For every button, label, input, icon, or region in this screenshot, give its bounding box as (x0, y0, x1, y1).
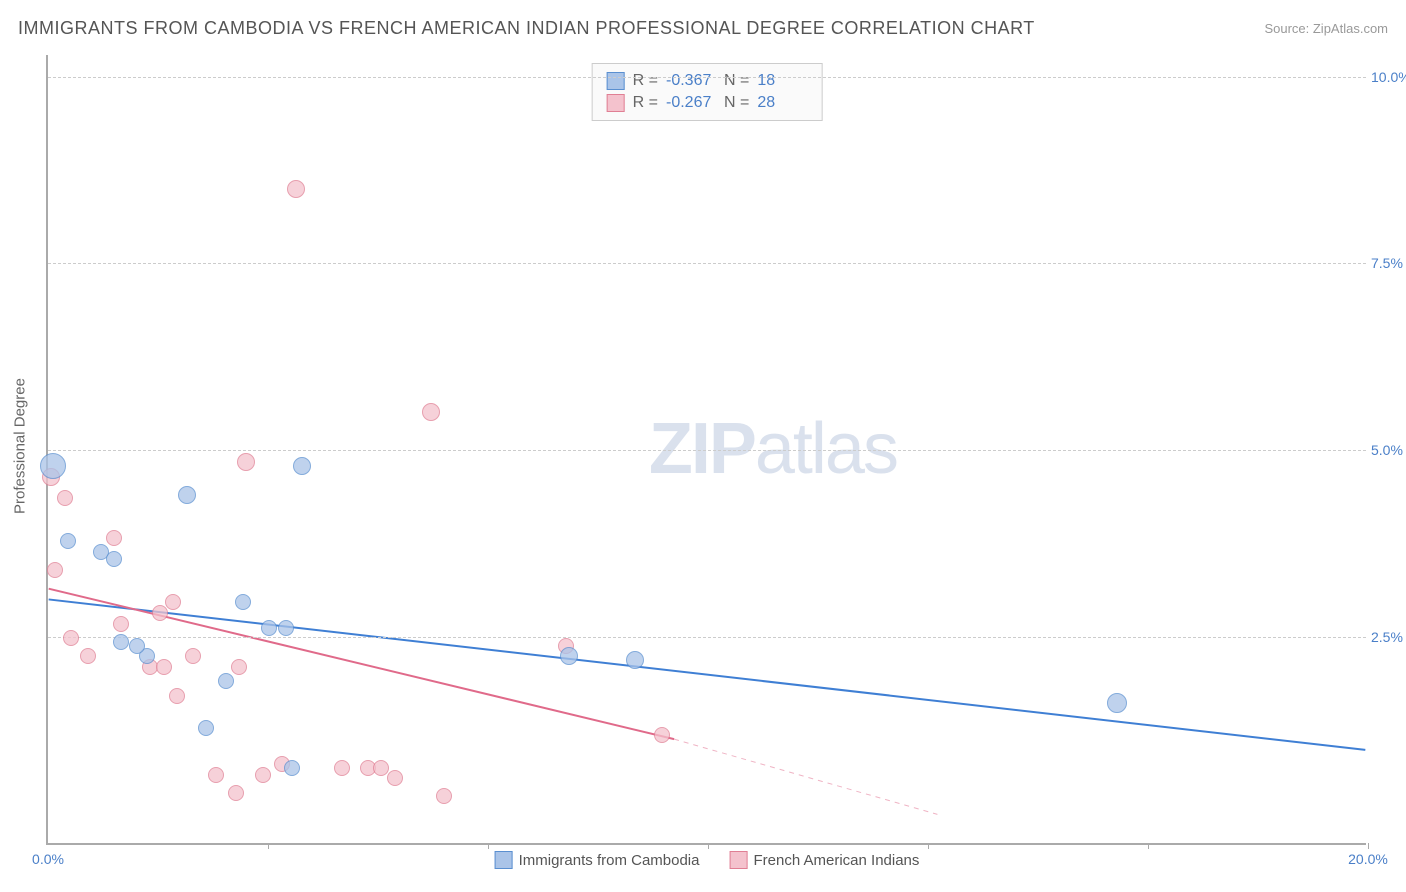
point-pink (57, 490, 73, 506)
tick-x (1148, 843, 1149, 849)
tick-x (268, 843, 269, 849)
tick-x (1368, 843, 1369, 849)
legend-r-value: -0.367 (666, 72, 716, 90)
point-pink (169, 688, 185, 704)
stats-legend: R = -0.367 N = 18 R = -0.267 N = 28 (592, 63, 823, 121)
y-axis-label: Professional Degree (12, 378, 29, 514)
x-tick-label: 0.0% (32, 851, 64, 867)
point-blue (284, 760, 300, 776)
point-pink (654, 727, 670, 743)
watermark: ZIPatlas (649, 408, 897, 490)
gridline-h (48, 450, 1366, 451)
trend-lines (48, 55, 1366, 843)
point-blue (626, 651, 644, 669)
point-pink (63, 630, 79, 646)
point-pink (422, 403, 440, 421)
legend-r-label: R = (633, 72, 658, 90)
series-legend-item: French American Indians (729, 851, 919, 869)
legend-n-label: N = (724, 72, 749, 90)
legend-n-label: N = (724, 94, 749, 112)
legend-swatch (495, 851, 513, 869)
legend-swatch (607, 72, 625, 90)
point-pink (334, 760, 350, 776)
point-blue (198, 720, 214, 736)
point-blue (218, 673, 234, 689)
point-pink (208, 767, 224, 783)
source-label: Source: ZipAtlas.com (1264, 21, 1388, 36)
tick-x (488, 843, 489, 849)
legend-n-value: 18 (757, 72, 807, 90)
point-pink (387, 770, 403, 786)
point-pink (152, 605, 168, 621)
legend-row: R = -0.267 N = 28 (607, 92, 808, 114)
series-legend: Immigrants from Cambodia French American … (495, 851, 920, 869)
point-blue (40, 453, 66, 479)
point-blue (293, 457, 311, 475)
point-blue (178, 486, 196, 504)
point-blue (560, 647, 578, 665)
point-blue (278, 620, 294, 636)
y-tick-label: 10.0% (1371, 69, 1406, 85)
point-pink (80, 648, 96, 664)
point-pink (436, 788, 452, 804)
tick-x (928, 843, 929, 849)
legend-row: R = -0.367 N = 18 (607, 70, 808, 92)
y-tick-label: 2.5% (1371, 629, 1406, 645)
point-blue (113, 634, 129, 650)
point-pink (185, 648, 201, 664)
legend-r-value: -0.267 (666, 94, 716, 112)
point-pink (255, 767, 271, 783)
tick-x (708, 843, 709, 849)
gridline-h (48, 637, 1366, 638)
legend-swatch (729, 851, 747, 869)
point-blue (1107, 693, 1127, 713)
point-pink (231, 659, 247, 675)
point-pink (165, 594, 181, 610)
gridline-h (48, 77, 1366, 78)
point-blue (261, 620, 277, 636)
legend-n-value: 28 (757, 94, 807, 112)
series-legend-label: Immigrants from Cambodia (519, 852, 700, 869)
y-tick-label: 5.0% (1371, 442, 1406, 458)
point-pink (113, 616, 129, 632)
point-blue (106, 551, 122, 567)
legend-swatch (607, 94, 625, 112)
point-pink (237, 453, 255, 471)
point-pink (287, 180, 305, 198)
point-pink (228, 785, 244, 801)
series-legend-label: French American Indians (753, 852, 919, 869)
point-blue (129, 638, 145, 654)
x-tick-label: 20.0% (1348, 851, 1388, 867)
point-pink (106, 530, 122, 546)
point-blue (60, 533, 76, 549)
legend-r-label: R = (633, 94, 658, 112)
series-legend-item: Immigrants from Cambodia (495, 851, 700, 869)
point-pink (373, 760, 389, 776)
point-blue (235, 594, 251, 610)
point-pink (156, 659, 172, 675)
chart-title: IMMIGRANTS FROM CAMBODIA VS FRENCH AMERI… (18, 18, 1035, 39)
y-tick-label: 7.5% (1371, 255, 1406, 271)
gridline-h (48, 263, 1366, 264)
point-pink (47, 562, 63, 578)
chart-plot-area: ZIPatlas R =-0.367N =18R =-0.267N =28 Im… (46, 55, 1366, 845)
